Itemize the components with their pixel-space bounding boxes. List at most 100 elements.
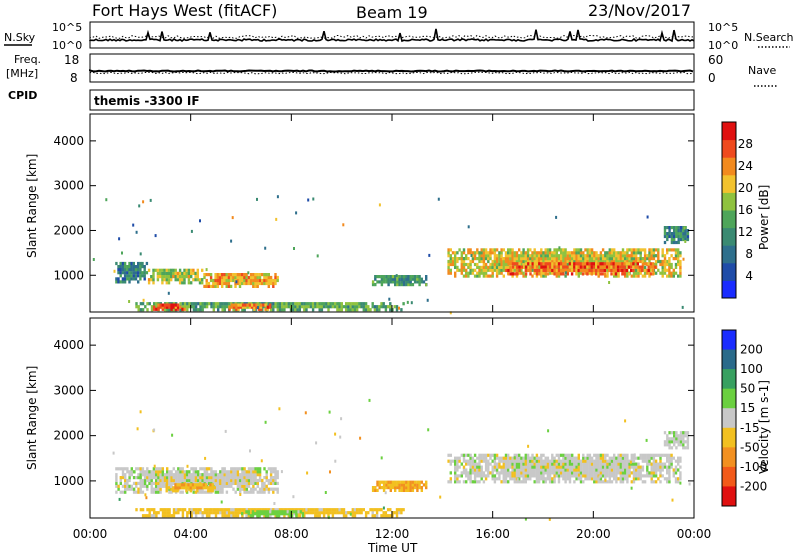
echo-cell [489, 456, 492, 460]
echo-cell [320, 508, 324, 512]
echo-cell [398, 486, 401, 490]
echo-cell [276, 490, 279, 494]
echo-cell [663, 229, 667, 233]
echo-cell [626, 474, 629, 478]
echo-cell [476, 474, 479, 478]
echo-cell [504, 456, 508, 460]
echo-cell [557, 274, 561, 278]
echo-cell [132, 223, 135, 227]
echo-cell [648, 459, 651, 463]
echo-cell [542, 254, 545, 258]
echo-cell [274, 478, 277, 483]
echo-cell [684, 446, 687, 450]
echo-cell [247, 512, 250, 516]
echo-cell [476, 265, 479, 269]
echo-cell [593, 471, 596, 475]
echo-cell [560, 259, 563, 264]
echo-cell [533, 257, 536, 261]
echo-cell [260, 512, 263, 516]
echo-cell [677, 229, 680, 233]
echo-cell [489, 471, 492, 475]
echo-cell [473, 471, 477, 475]
echo-cell [146, 484, 149, 488]
echo-cell [478, 265, 481, 269]
echo-cell [608, 480, 611, 484]
echo-cell [515, 462, 519, 466]
echo-cell [212, 302, 215, 306]
echo-cell [148, 478, 151, 483]
echo-cell [418, 280, 421, 284]
echo-cell [214, 514, 218, 518]
echo-cell [605, 262, 609, 266]
echo-cell [649, 265, 653, 269]
echo-cell [480, 259, 483, 264]
echo-cell [526, 477, 530, 481]
echo-cell [564, 274, 567, 278]
echo-cell [197, 478, 200, 483]
echo-cell [274, 514, 277, 518]
echo-cell [400, 508, 403, 512]
echo-cell [264, 246, 267, 250]
echo-cell [621, 453, 625, 457]
echo-cell [245, 487, 248, 491]
echo-cell [263, 514, 266, 518]
echo-cell [331, 514, 335, 518]
echo-cell [487, 268, 490, 272]
echo-cell [227, 278, 231, 283]
echo-cell [118, 497, 121, 501]
echo-cell [657, 254, 660, 258]
echo-cell [295, 514, 298, 518]
echo-cell [595, 480, 598, 484]
echo-cell [684, 440, 687, 444]
echo-cell [679, 259, 682, 264]
echo-cell [524, 259, 527, 264]
echo-cell [316, 514, 319, 518]
echo-cell [566, 477, 569, 481]
echo-cell [454, 259, 457, 264]
echo-cell [243, 484, 246, 488]
echo-cell [227, 473, 231, 477]
echo-cell [358, 302, 361, 306]
echo-cell [221, 308, 224, 312]
echo-cell [148, 514, 151, 518]
echo-cell [526, 259, 530, 264]
echo-cell [632, 251, 636, 255]
echo-cell [590, 468, 594, 472]
echo-cell [632, 477, 636, 481]
echo-cell [577, 251, 580, 255]
echo-cell [608, 462, 611, 466]
echo-cell [141, 478, 145, 483]
echo-cell [216, 284, 219, 288]
echo-cell [250, 473, 253, 477]
echo-cell [245, 275, 248, 280]
echo-cell [178, 268, 182, 272]
echo-cell [199, 478, 202, 483]
echo-cell [564, 477, 567, 481]
echo-cell [342, 223, 345, 227]
echo-cell [524, 265, 528, 269]
echo-cell [599, 272, 602, 276]
echo-cell [179, 308, 182, 312]
echo-cell [219, 490, 222, 494]
echo-cell [400, 283, 404, 287]
echo-cell [183, 278, 186, 282]
echo-cell [150, 473, 153, 477]
echo-cell [560, 462, 563, 466]
echo-cell [666, 443, 669, 447]
echo-cell [588, 254, 592, 258]
echo-cell [663, 232, 667, 236]
echo-cell [553, 251, 556, 255]
echo-cell [648, 471, 651, 475]
echo-cell [476, 480, 479, 484]
echo-cell [147, 278, 151, 282]
echo-cell [165, 275, 168, 279]
echo-cell [263, 484, 266, 488]
echo-cell [529, 456, 532, 460]
echo-cell [672, 456, 675, 460]
nave-series [89, 71, 694, 75]
echo-cell [684, 234, 687, 239]
echo-cell [582, 471, 585, 475]
echo-cell [460, 268, 463, 272]
